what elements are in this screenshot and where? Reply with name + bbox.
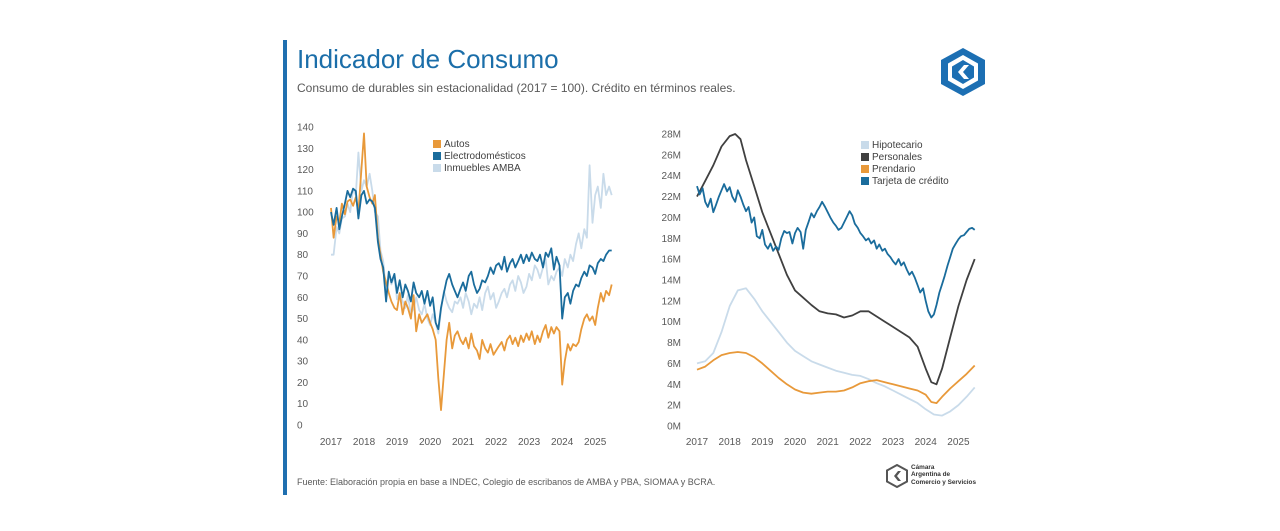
right-chart-y-tick: 6M (667, 359, 681, 370)
right-chart-legend-swatch-personales (861, 153, 869, 161)
source-note: Fuente: Elaboración propia en base a IND… (297, 477, 716, 487)
org-name-line-1: Cámara (911, 464, 935, 471)
right-chart-y-tick: 26M (662, 150, 681, 161)
left-chart-x-tick: 2023 (518, 437, 541, 448)
right-chart-y-tick: 8M (667, 338, 681, 349)
left-chart-legend-label-autos: Autos (444, 139, 470, 150)
left-chart-y-tick: 110 (297, 186, 313, 197)
org-logo: Cámara Argentina de Comercio y Servicios (884, 462, 1004, 492)
org-name: Cámara Argentina de Comercio y Servicios (911, 464, 976, 486)
left-chart-y-tick: 140 (297, 123, 314, 134)
right-chart-legend-swatch-tarjeta-de-credito (861, 177, 869, 185)
left-chart-x-tick: 2022 (485, 437, 508, 448)
right-chart-series-prendario (696, 351, 976, 404)
right-chart-x-tick: 2017 (686, 437, 709, 448)
right-chart-y-tick: 22M (662, 192, 681, 203)
right-chart-y-tick: 18M (662, 234, 681, 245)
right-chart-series-tarjeta-de-credito (696, 183, 976, 319)
left-chart-y-tick: 50 (297, 314, 309, 325)
right-chart-y-tick: 2M (667, 401, 681, 412)
left-chart-x-tick: 2018 (353, 437, 376, 448)
right-chart-y-tick: 14M (662, 276, 681, 287)
right-chart-x-tick: 2025 (947, 437, 970, 448)
left-chart-x-tick: 2024 (551, 437, 574, 448)
right-chart-y-tick: 20M (662, 213, 681, 224)
right-chart-y-tick: 0M (667, 422, 681, 433)
right-chart-x-tick: 2024 (915, 437, 938, 448)
accent-bar (283, 40, 287, 495)
consumo-durables-chart: 0 10 20 30 40 50 60 70 80 90 100 110 120 130 140 2017 20… (297, 123, 613, 448)
left-chart-y-tick: 80 (297, 250, 309, 261)
left-chart-y-tick: 20 (297, 378, 309, 389)
left-chart-y-tick: 40 (297, 335, 309, 346)
right-chart-series-hipotecario (696, 287, 976, 417)
left-chart-x-tick: 2021 (452, 437, 475, 448)
right-chart-y-tick: 12M (662, 296, 681, 307)
right-chart-series-personales (696, 133, 976, 386)
right-chart-legend-label-personales: Personales (872, 152, 922, 163)
right-chart-y-tick: 16M (662, 255, 681, 266)
left-chart-y-tick: 100 (297, 208, 314, 219)
right-chart-x-tick: 2023 (882, 437, 905, 448)
page-title: Indicador de Consumo (297, 44, 559, 74)
left-chart-x-tick: 2017 (320, 437, 343, 448)
right-chart-x-tick: 2020 (784, 437, 807, 448)
right-chart-legend-label-prendario: Prendario (872, 164, 916, 175)
left-chart-series-inmuebles-amba (331, 151, 613, 335)
left-chart-series-electrodomesticos (330, 187, 612, 331)
left-chart-y-tick: 0 (297, 421, 303, 432)
left-chart-legend-swatch-inmuebles-amba (433, 164, 441, 172)
org-name-line-2: Argentina de (911, 471, 951, 479)
left-chart-legend-label-electrodomesticos: Electrodomésticos (444, 151, 526, 162)
right-chart-x-tick: 2022 (849, 437, 872, 448)
right-chart-legend-swatch-prendario (861, 165, 869, 173)
left-chart-x-tick: 2019 (386, 437, 409, 448)
left-chart-y-tick: 90 (297, 229, 309, 240)
right-chart-legend-label-tarjeta-de-credito: Tarjeta de crédito (872, 176, 949, 187)
left-chart-legend-swatch-autos (433, 140, 441, 148)
left-chart-y-tick: 130 (297, 144, 314, 155)
right-chart-y-tick: 4M (667, 380, 681, 391)
right-chart-x-tick: 2021 (817, 437, 840, 448)
right-chart-legend-label-hipotecario: Hipotecario (872, 140, 923, 151)
page-subtitle: Consumo de durables sin estacionalidad (… (297, 81, 736, 95)
right-chart-x-tick: 2018 (719, 437, 742, 448)
org-logo-icon (886, 464, 908, 488)
left-chart-x-tick: 2025 (584, 437, 607, 448)
right-chart-y-tick: 28M (662, 130, 681, 141)
right-chart-y-tick: 24M (662, 171, 681, 182)
left-chart-legend-swatch-electrodomesticos (433, 152, 441, 160)
org-name-line-3: Comercio y Servicios (911, 478, 977, 486)
left-chart-y-tick: 10 (297, 399, 309, 410)
right-chart-x-tick: 2019 (751, 437, 774, 448)
left-chart-x-tick: 2020 (419, 437, 442, 448)
left-chart-legend-label-inmuebles-amba: Inmuebles AMBA (444, 163, 521, 174)
right-chart-legend-swatch-hipotecario (861, 141, 869, 149)
left-chart-y-tick: 70 (297, 272, 309, 283)
cac-logo-icon (941, 48, 985, 96)
left-chart-y-tick: 120 (297, 165, 314, 176)
left-chart-y-tick: 60 (297, 293, 309, 304)
right-chart-y-tick: 10M (662, 317, 681, 328)
left-chart-y-tick: 30 (297, 357, 309, 368)
